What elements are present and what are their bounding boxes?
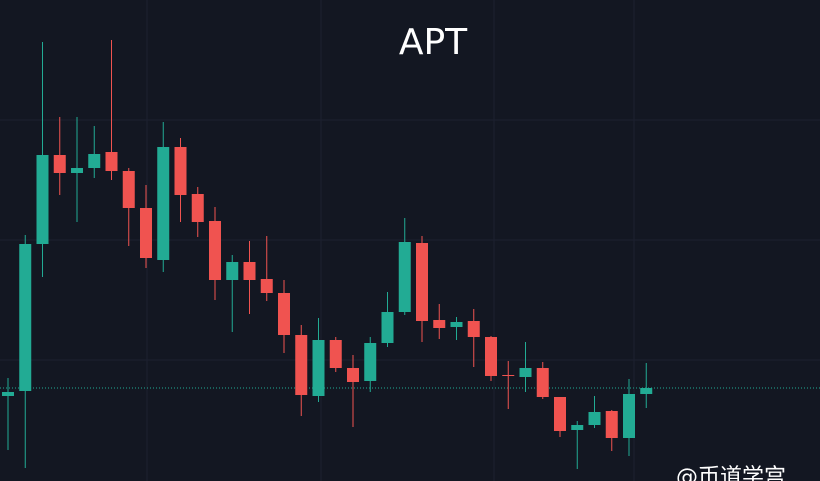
candle-body	[36, 155, 49, 244]
candle-body	[467, 321, 480, 337]
candle-body	[381, 312, 394, 343]
candle-body	[640, 388, 653, 394]
candle-body	[312, 340, 325, 396]
candle-body	[347, 368, 359, 382]
candle-body	[588, 412, 601, 425]
candle-body	[329, 340, 342, 368]
candle-body	[174, 147, 187, 195]
candle-body	[140, 208, 152, 258]
candle-body	[364, 343, 377, 381]
candle-body	[122, 171, 135, 208]
candle-body	[105, 152, 118, 171]
candle-body	[571, 425, 584, 430]
candle-body	[295, 335, 308, 395]
chart-title: APT	[399, 22, 468, 63]
candle-body	[485, 337, 497, 376]
candle-body	[433, 320, 446, 328]
candle-body	[191, 194, 204, 222]
candle-body	[623, 394, 635, 438]
candle-body	[278, 293, 290, 335]
candle-body	[519, 368, 532, 377]
candle-body	[450, 322, 463, 327]
candle-body	[157, 147, 170, 260]
watermark: @币道学宫	[676, 465, 786, 481]
candle-body	[554, 397, 566, 431]
candle-body	[260, 279, 273, 293]
candle-body	[502, 375, 515, 376]
candle-body	[19, 244, 32, 391]
candle-body	[605, 411, 618, 438]
candle-body	[71, 168, 83, 173]
candle-body	[416, 243, 428, 321]
candle-body	[88, 154, 101, 168]
candle-body	[243, 262, 256, 280]
candle-body	[53, 155, 66, 173]
candle-body	[226, 262, 239, 280]
candle-body	[398, 242, 411, 312]
candle-body	[209, 221, 221, 280]
candle-body	[2, 392, 14, 396]
candle-body	[536, 368, 549, 397]
